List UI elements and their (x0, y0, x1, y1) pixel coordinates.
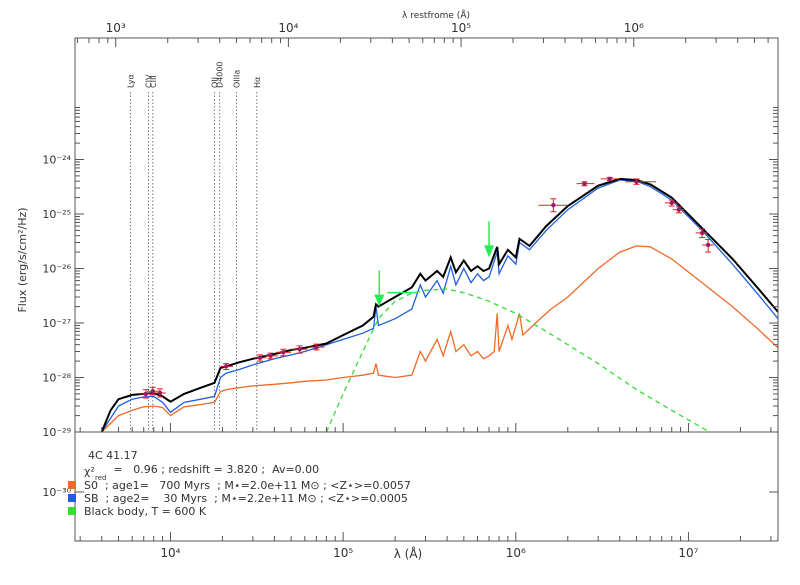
data-point (291, 345, 308, 354)
emission-line-label: OII (210, 77, 219, 88)
model-series (100, 177, 778, 432)
data-marker (582, 181, 587, 186)
series-sb (101, 179, 778, 432)
y-tick-label: 10⁻²⁷ (42, 317, 71, 330)
legend-fit-parameters: = 0.96 ; redshift = 3.820 ; Av=0.00 (110, 463, 319, 476)
data-point (576, 181, 595, 187)
legend: 4C 41.17 χ² red = 0.96 ; redshift = 3.82… (68, 449, 411, 518)
data-point (625, 178, 657, 185)
top-tick-label: 10³ (106, 21, 126, 35)
upper-limit-arrow (374, 270, 385, 307)
y-tick-label: 10⁻²⁸ (42, 372, 71, 385)
legend-chi-subscript: red (95, 474, 106, 482)
emission-line-label: OIIIa (233, 70, 242, 88)
x-tick-label: 10⁵ (333, 546, 353, 560)
x-axis-label: λ (Å) (394, 546, 423, 561)
legend-swatch-s0 (68, 481, 76, 489)
legend-object-name: 4C 41.17 (88, 449, 138, 462)
data-marker (281, 350, 286, 355)
arrow-head (374, 294, 385, 307)
data-point (600, 176, 620, 182)
data-point (220, 363, 233, 371)
data-marker (143, 391, 149, 397)
observed-photometry (139, 176, 714, 399)
data-marker (157, 390, 163, 396)
legend-swatch-blackbody (68, 507, 76, 515)
upper-limit-arrow (484, 221, 495, 258)
data-marker (705, 242, 711, 248)
data-point (538, 198, 568, 213)
legend-row-sb: SB ; age2= 30 Myrs ; M⋆=2.2e+11 M⊙ ; <Z⋆… (84, 492, 408, 505)
data-marker (699, 230, 705, 236)
legend-row-s0: S0 ; age1= 700 Myrs ; M⋆=2.0e+11 M⊙ ; <Z… (84, 479, 411, 492)
y-tick-label: 10⁻²⁵ (42, 208, 71, 221)
legend-row-blackbody: Black body, T = 600 K (84, 505, 207, 518)
data-point (153, 388, 166, 398)
data-point (664, 199, 679, 207)
data-marker (607, 176, 612, 182)
data-marker (268, 353, 273, 359)
y-tick-label: 10⁻²⁴ (42, 154, 71, 167)
y-tick-label: 10⁻²⁶ (42, 263, 71, 276)
emission-line-label: Hα (253, 77, 262, 88)
data-marker (669, 200, 674, 206)
data-point (139, 389, 153, 399)
data-marker (551, 203, 556, 208)
series-s0 (101, 245, 778, 432)
x-tick-label: 10⁴ (160, 546, 180, 560)
y-tick-label: 10⁻²⁹ (42, 426, 71, 439)
data-point (672, 206, 685, 214)
data-point (308, 343, 325, 351)
data-point (146, 386, 161, 396)
data-marker (150, 389, 155, 394)
data-point (264, 352, 279, 360)
emission-line-label: CIV (145, 74, 154, 88)
data-marker (257, 355, 263, 360)
data-marker (314, 344, 319, 350)
emission-line-label: Lyα (126, 74, 135, 88)
top-tick-label: 10⁶ (624, 21, 644, 35)
legend-swatch-sb (68, 494, 76, 502)
series-total (100, 177, 778, 432)
emission-line-label: D4000 (216, 61, 225, 88)
data-marker (223, 364, 229, 369)
plot-frame (74, 37, 779, 542)
series-black-body (325, 288, 711, 432)
data-marker (676, 207, 682, 212)
data-point (252, 354, 267, 362)
arrow-head (484, 245, 495, 258)
data-point (695, 228, 709, 239)
legend-chi-symbol: χ² (84, 465, 95, 478)
data-point (702, 239, 714, 253)
axes: 10⁴ 10⁵ 10⁶ 10⁷ 10³ 10⁴ 10⁵ 10⁶ 10⁻²⁹ 10⁻²⁸ 10⁻²⁷ 1… (42, 21, 779, 560)
data-marker (297, 347, 302, 352)
y-tick-label: 10⁻³⁰ (42, 486, 71, 499)
top-tick-label: 10⁵ (451, 21, 471, 35)
x-tick-label: 10⁶ (506, 546, 526, 560)
data-marker (634, 179, 639, 184)
emission-line-label: CIII (149, 75, 158, 88)
data-point (276, 348, 292, 357)
top-axis-label: λ restfrome (Å) (402, 9, 470, 21)
x-tick-label: 10⁷ (678, 546, 698, 560)
y-axis-label: Flux (erg/s/cm²/Hz) (16, 207, 29, 312)
top-tick-label: 10⁴ (278, 21, 298, 35)
